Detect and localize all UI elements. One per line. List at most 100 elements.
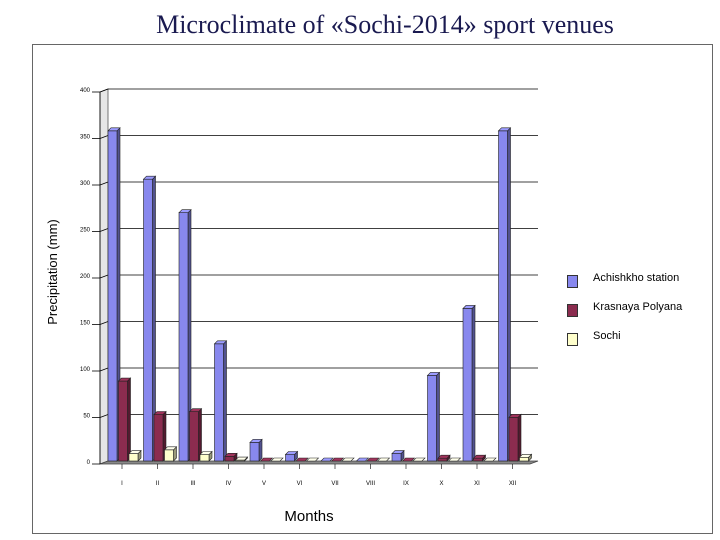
bar (259, 457, 274, 462)
x-tick-label: VI (297, 481, 303, 487)
bar-face (153, 411, 167, 415)
bar-face (519, 456, 529, 462)
x-axis-label: Months (284, 508, 334, 525)
bar-face (107, 130, 118, 462)
legend-swatch-achishkho (567, 275, 578, 288)
legend-item-sochi: Sochi (567, 330, 717, 346)
bar (330, 457, 345, 462)
y-tick-label: 100 (80, 367, 91, 373)
bar-face (437, 454, 451, 459)
gridline-wall (99, 274, 109, 279)
chart-frame (32, 44, 713, 534)
bar-face (391, 450, 405, 454)
y-tick-label: 250 (80, 228, 91, 234)
bar (355, 457, 370, 462)
bar (234, 456, 249, 462)
x-tick-label: III (190, 481, 195, 487)
bar (320, 457, 334, 462)
bar-face (234, 456, 249, 461)
bar-face (401, 457, 416, 462)
bar-face (117, 377, 132, 382)
bar-face (107, 127, 121, 132)
bar (366, 457, 380, 462)
bar-face (128, 453, 139, 462)
bar (249, 438, 263, 462)
bar (107, 127, 121, 462)
legend-swatch-krasnaya-polyana (567, 304, 578, 317)
bar-face (462, 305, 476, 309)
bar-face (164, 449, 174, 462)
bar-face (426, 372, 441, 376)
y-tick-label: 0 (87, 460, 91, 466)
legend-label-krasnaya-polyana: Krasnaya Polyana (593, 301, 683, 313)
plot-floor (99, 460, 539, 465)
x-tick-label: VIII (366, 481, 375, 487)
bar (472, 454, 487, 462)
bar (462, 304, 476, 462)
chart-title: Microclimate of «Sochi-2014» sport venue… (156, 10, 614, 39)
bar-face (143, 178, 153, 462)
x-tick-label: IX (403, 481, 409, 487)
bar-face (199, 454, 210, 462)
bar (437, 454, 451, 462)
bar-face (188, 408, 203, 413)
bar-face (497, 127, 512, 132)
bar (270, 457, 284, 462)
bar-face (199, 451, 213, 455)
bar (305, 457, 320, 462)
bar-face (320, 457, 334, 462)
x-tick-label: V (262, 481, 266, 487)
bar (483, 457, 497, 462)
bar-face (376, 457, 391, 462)
bar-face (153, 414, 164, 462)
bar-face (213, 340, 228, 345)
bar-face (427, 375, 437, 462)
legend-label-achishkho: Achishkho station (593, 272, 680, 284)
bar-face (355, 457, 370, 462)
y-tick-label: 150 (80, 321, 91, 327)
bar (224, 452, 238, 462)
bar-face (471, 304, 476, 462)
bar-face (295, 457, 309, 462)
bar-face (178, 209, 192, 213)
gridline-wall (99, 321, 109, 325)
x-tick-label: VII (331, 481, 339, 487)
bar (213, 340, 228, 462)
bar-face (258, 438, 263, 462)
bar (128, 449, 142, 462)
gridline-wall (99, 181, 109, 186)
bar (412, 457, 426, 462)
bar-face (473, 457, 483, 462)
y-tick-label: 200 (80, 274, 91, 280)
bar-face (249, 439, 263, 443)
bar (199, 450, 213, 462)
bar-face (223, 340, 227, 462)
bar-face (391, 453, 402, 462)
x-tick-label: IV (226, 481, 232, 487)
bar-face (305, 457, 320, 462)
bar-face (508, 413, 522, 418)
bar-face (517, 413, 522, 462)
bar-face (462, 308, 473, 462)
bar-face (498, 130, 508, 462)
bar (447, 457, 462, 462)
x-tick-label: X (439, 481, 443, 487)
bar-face (437, 457, 448, 462)
bar (376, 457, 391, 462)
y-tick-label: 50 (83, 414, 90, 420)
x-tick-label: XII (509, 481, 517, 487)
bar-face (507, 127, 511, 462)
bar (153, 410, 167, 462)
bar-face (249, 442, 260, 462)
legend-item-achishkho: Achishkho station (567, 272, 717, 288)
bar (341, 457, 355, 462)
legend-swatch-sochi (567, 333, 578, 346)
y-tick-label: 400 (80, 88, 91, 94)
y-tick-label: 350 (80, 135, 91, 141)
bar-face (508, 416, 519, 462)
bar-face (284, 451, 299, 455)
bar-face (366, 457, 380, 462)
bar (518, 453, 533, 462)
bar-face (436, 371, 440, 462)
